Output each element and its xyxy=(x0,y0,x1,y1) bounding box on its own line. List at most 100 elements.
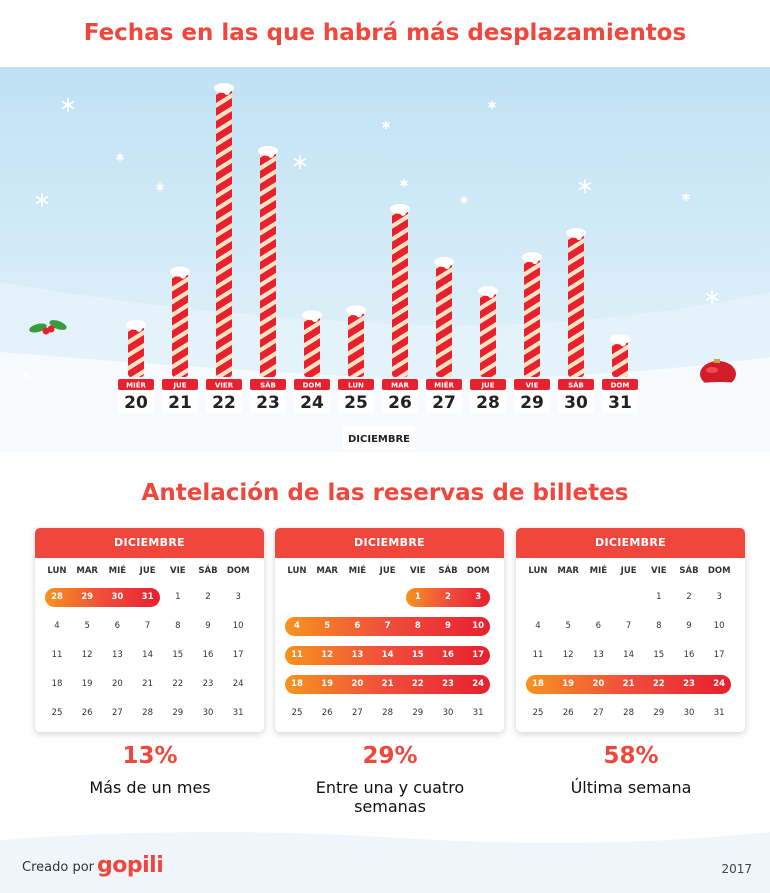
calendar-more-than-month: DICIEMBRE LUN MAR MIÉ JUE VIE SÁB DOM 28 29 30 31 1 2… xyxy=(35,528,264,732)
snow-cap xyxy=(126,319,146,330)
calendar-day: 22 xyxy=(172,679,184,689)
calendar-day: 10 xyxy=(472,621,485,631)
percent-more-than-month: 13% xyxy=(122,743,178,769)
calendar-day: 9 xyxy=(686,621,692,631)
calendar-day: 31 xyxy=(472,708,484,718)
calendar-day: 8 xyxy=(175,621,181,631)
percent-last-week: 58% xyxy=(603,743,659,769)
calendar-day: 29 xyxy=(653,708,665,718)
weekday-label: MAR xyxy=(391,382,409,390)
snow-cap xyxy=(214,83,234,93)
calendar-day: 24 xyxy=(232,679,244,689)
x-axis-label: DICIEMBRE xyxy=(348,434,410,445)
snow-cap xyxy=(434,257,454,267)
calendar-day: 23 xyxy=(202,679,214,689)
snowflake-icon xyxy=(578,179,592,193)
calendar-day: 28 xyxy=(382,708,393,718)
bar-candy-cane-22 xyxy=(214,83,234,377)
calendar-day: 17 xyxy=(472,650,485,660)
calendar-day: 18 xyxy=(51,679,63,689)
weekday-tag xyxy=(558,379,594,390)
calendar-day: 13 xyxy=(592,650,604,660)
calendar-day: 30 xyxy=(111,592,124,602)
highlight-range xyxy=(45,588,160,607)
calendar-day: 28 xyxy=(51,592,63,602)
weekday-tag xyxy=(294,379,330,390)
chart-title: Fechas en las que habrá más desplazamien… xyxy=(83,20,687,46)
calendar-day: 3 xyxy=(235,592,241,602)
calendar-day: 12 xyxy=(321,650,334,660)
calendar-month-header: DICIEMBRE xyxy=(35,528,264,558)
tick-label: 30 xyxy=(564,393,588,413)
bar-chart: MIÉR 20 JUE 21 VIER 22 SÁB 23 DOM 24 LUN 25 MAR 26 MIÉ… xyxy=(0,67,770,452)
calendar-day: 3 xyxy=(716,592,722,602)
date-tile xyxy=(206,390,242,413)
calendar-day: 19 xyxy=(562,679,575,689)
snow-cap xyxy=(170,266,190,277)
calendar-day: 26 xyxy=(321,708,333,718)
highlight-range xyxy=(285,617,491,636)
calendar-day: 3 xyxy=(475,592,482,602)
weekday-tag xyxy=(206,379,242,390)
date-tile xyxy=(558,390,594,413)
calendar-day: 10 xyxy=(713,621,725,631)
calendar-day: 4 xyxy=(535,621,541,631)
date-tile xyxy=(382,390,418,413)
tick-label: 29 xyxy=(520,393,544,413)
calendar-day: 6 xyxy=(114,621,121,631)
calendar-day: 8 xyxy=(414,621,421,631)
snowflake-icon xyxy=(156,183,164,191)
highlight-range xyxy=(285,675,491,694)
calendar-day: 5 xyxy=(84,621,90,631)
date-tile xyxy=(162,390,198,413)
calendar-day: 11 xyxy=(51,650,63,660)
date-tile xyxy=(338,390,374,413)
calendar-day: 7 xyxy=(625,621,632,631)
bar-candy-cane-31 xyxy=(610,334,630,378)
calendar-day: 8 xyxy=(656,621,662,631)
calendar-last-week: DICIEMBRE LUN MAR MIÉ JUE VIE SÁB DOM 1 2 3 4 5 6 7 8 9 1… xyxy=(516,528,745,732)
weekday-tag xyxy=(426,379,462,390)
snowflake-icon xyxy=(382,121,390,129)
calendar-day: 21 xyxy=(142,679,153,689)
calendar-day: 2 xyxy=(205,592,211,602)
calendar-day: 21 xyxy=(381,679,394,689)
calendar-day: 19 xyxy=(81,679,93,689)
calendar-day: 19 xyxy=(321,679,334,689)
calendar-day: 14 xyxy=(142,650,153,660)
snow-cap xyxy=(610,334,630,345)
tick-label: 31 xyxy=(608,393,632,413)
calendar-day: 30 xyxy=(442,708,454,718)
label-one-to-four-weeks: Entre una y cuatro semanas xyxy=(315,778,465,816)
bar-candy-cane-26 xyxy=(390,203,410,377)
tick-label: 25 xyxy=(344,393,368,413)
weekday-label: VIER xyxy=(215,382,234,390)
calendar-day: 6 xyxy=(595,621,602,631)
weekday-header: DOM xyxy=(707,566,731,576)
weekday-label: JUE xyxy=(480,382,494,390)
weekday-header: LUN xyxy=(47,566,67,576)
calendar-day: 31 xyxy=(232,708,244,718)
calendar-day: 17 xyxy=(713,650,725,660)
calendar-day: 1 xyxy=(175,592,181,602)
tick-label: 21 xyxy=(168,393,192,413)
calendar-day: 24 xyxy=(472,679,485,689)
weekday-tag xyxy=(602,379,638,390)
calendar-day: 11 xyxy=(532,650,544,660)
snowflake-icon xyxy=(460,196,468,204)
weekday-header: SÁB xyxy=(438,566,458,576)
weekday-label: MIÉR xyxy=(126,381,146,390)
weekday-label: DOM xyxy=(611,382,630,390)
calendar-day: 7 xyxy=(144,621,151,631)
calendar-day: 24 xyxy=(713,679,726,689)
calendar-day: 25 xyxy=(532,708,544,718)
calendar-day: 11 xyxy=(291,650,303,660)
bar-candy-cane-25 xyxy=(346,305,366,377)
calendar-day: 20 xyxy=(592,679,605,689)
calendar-day: 21 xyxy=(622,679,635,689)
calendar-day: 20 xyxy=(351,679,364,689)
calendar-day: 29 xyxy=(412,708,424,718)
calendar-day: 28 xyxy=(142,708,153,718)
calendar-day: 22 xyxy=(411,679,424,689)
snowflake-icon xyxy=(116,153,124,161)
